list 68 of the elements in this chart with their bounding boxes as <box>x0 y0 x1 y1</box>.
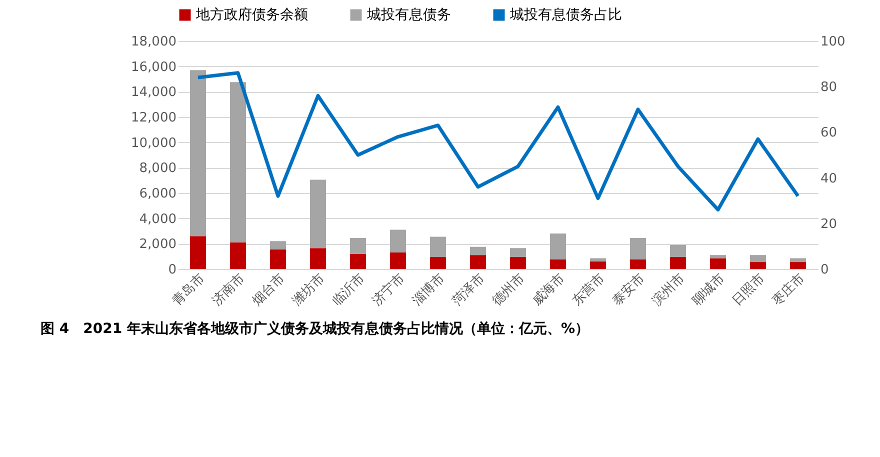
x-tick-label: 烟台市 <box>250 270 288 309</box>
y-tick-label: 4,000 <box>139 212 176 227</box>
legend-label: 城投有息债务占比 <box>509 7 622 23</box>
x-tick-label: 临沂市 <box>330 270 368 309</box>
bar <box>390 252 406 269</box>
bar <box>790 258 806 262</box>
y-tick-label: 18,000 <box>131 34 176 50</box>
bar <box>270 241 286 250</box>
x-tick-label: 东营市 <box>570 270 608 309</box>
x-tick-label: 潍坊市 <box>290 270 328 309</box>
bar <box>590 261 606 269</box>
bar <box>390 230 406 253</box>
bar <box>670 256 686 269</box>
legend-label: 城投有息债务 <box>366 7 451 23</box>
bar <box>270 249 286 269</box>
bar <box>630 260 646 269</box>
bar <box>510 248 526 257</box>
y2-tick-label: 40 <box>820 171 838 186</box>
bar <box>510 256 526 269</box>
y2-tick-label: 20 <box>820 216 838 232</box>
y-tick-label: 12,000 <box>131 110 176 126</box>
y-tick-label: 0 <box>168 262 176 278</box>
legend-label: 地方政府债务余额 <box>195 7 308 23</box>
y-tick-label: 16,000 <box>131 60 176 75</box>
y2-tick-label: 0 <box>820 262 829 278</box>
y-tick-label: 6,000 <box>139 186 176 202</box>
bar <box>190 236 206 269</box>
y2-tick-label: 80 <box>820 80 838 96</box>
y-tick-label: 14,000 <box>131 85 176 100</box>
bar <box>430 236 446 257</box>
x-tick-label: 德州市 <box>490 270 528 309</box>
bar <box>430 256 446 269</box>
y-tick-label: 2,000 <box>139 237 176 252</box>
x-tick-label: 济南市 <box>210 270 248 309</box>
bar <box>470 255 486 269</box>
y-tick-label: 10,000 <box>131 136 176 151</box>
y2-tick-label: 100 <box>820 34 846 50</box>
x-tick-label: 济宁市 <box>369 270 408 309</box>
bar <box>790 262 806 269</box>
x-tick-label: 滨州市 <box>649 270 688 309</box>
x-tick-label: 日照市 <box>730 270 768 309</box>
x-tick-label: 淄博市 <box>410 270 448 309</box>
x-tick-label: 菏泽市 <box>450 270 488 309</box>
bar <box>550 234 566 260</box>
bar <box>190 70 206 236</box>
bar <box>470 246 486 256</box>
bar <box>350 238 366 254</box>
bar <box>590 258 606 262</box>
bar <box>550 260 566 269</box>
text: 图 4 2021 年末山东省各地级市广义债务及城投有息债务占比情况（单位：亿元、%） <box>40 320 589 337</box>
bar <box>350 254 366 269</box>
bar <box>230 82 246 242</box>
bar <box>670 244 686 257</box>
bar <box>310 180 326 248</box>
x-tick-label: 枣庄市 <box>770 270 808 309</box>
line-series <box>196 71 800 212</box>
bar <box>710 255 726 258</box>
y2-tick-label: 60 <box>820 126 838 141</box>
bar <box>310 248 326 269</box>
bar <box>750 262 766 269</box>
bar <box>630 238 646 260</box>
x-tick-label: 威海市 <box>530 270 568 309</box>
bar <box>230 242 246 269</box>
bar <box>750 255 766 262</box>
x-tick-label: 聊城市 <box>690 270 728 309</box>
y-tick-label: 8,000 <box>139 161 176 176</box>
bar <box>710 258 726 269</box>
x-tick-label: 泰安市 <box>609 270 648 309</box>
